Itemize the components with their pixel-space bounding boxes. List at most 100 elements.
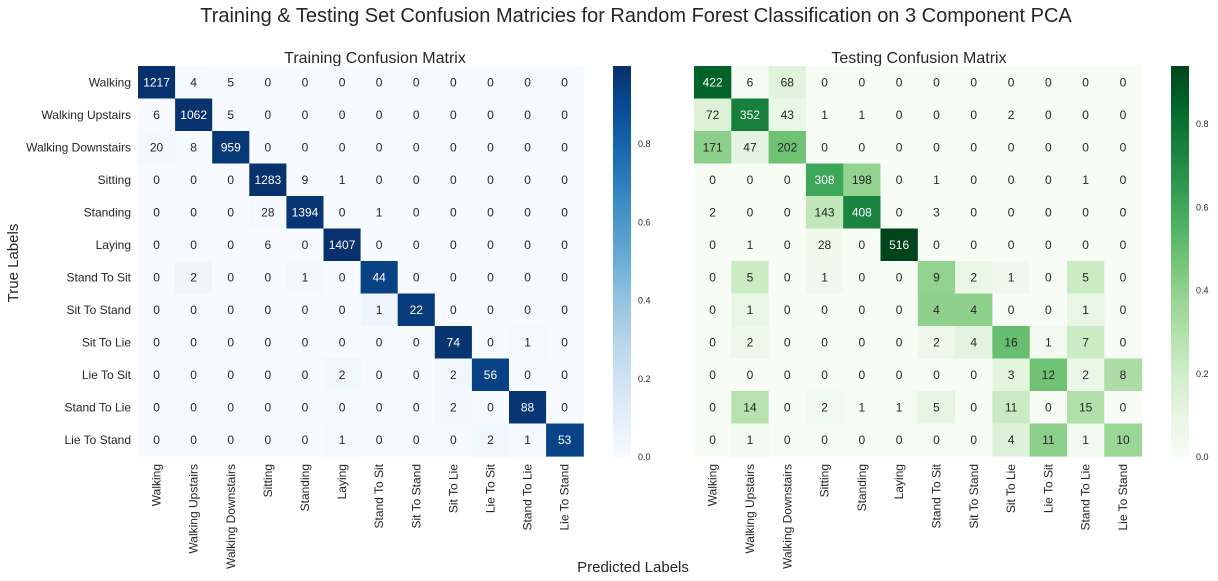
training-cell-value: 0 [376, 368, 383, 382]
testing-cell-value: 0 [933, 433, 940, 447]
testing-cell-value: 1 [859, 400, 866, 414]
training-cell-value: 2 [450, 400, 457, 414]
testing-cell-value: 0 [896, 270, 903, 284]
training-cell-value: 9 [302, 173, 309, 187]
training-cell [546, 131, 584, 165]
training-cell-value: 2 [339, 368, 346, 382]
testing-cell [694, 131, 732, 165]
training-cell-value: 0 [413, 335, 420, 349]
testing-cell [1029, 163, 1068, 197]
testing-cell-value: 0 [1082, 238, 1089, 252]
training-cell [212, 358, 250, 392]
testing-cell [805, 163, 844, 197]
training-cell [471, 196, 510, 230]
training-cell [471, 131, 510, 165]
testing-cell-value: 0 [859, 75, 866, 89]
training-cell-value: 0 [561, 238, 568, 252]
testing-cell-value: 0 [970, 400, 977, 414]
training-cell-value: 1407 [329, 238, 356, 252]
y-tick-label: Walking [89, 75, 131, 89]
training-cell-value: 0 [487, 238, 494, 252]
testing-cell [1104, 358, 1143, 392]
testing-cell-value: 2 [747, 335, 754, 349]
testing-cell-value: 12 [1042, 368, 1056, 382]
training-cell [249, 196, 287, 230]
testing-cell [805, 423, 844, 457]
testing-cell [731, 326, 770, 360]
testing-cell-value: 0 [1120, 108, 1127, 122]
training-cell [175, 228, 213, 262]
training-x-tick-label: Lie To Stand [558, 464, 572, 531]
training-cell [323, 196, 362, 230]
testing-cell [955, 358, 993, 392]
training-cell [138, 326, 176, 360]
training-cell [249, 261, 287, 295]
training-cell-value: 22 [410, 303, 424, 317]
training-cell [360, 391, 399, 425]
testing-cell-value: 308 [815, 173, 835, 187]
testing-cell [768, 261, 807, 295]
testing-cell-value: 0 [970, 173, 977, 187]
y-tick-label: Sitting [98, 173, 131, 187]
testing-cell [843, 358, 882, 392]
testing-cell-value: 0 [1045, 238, 1052, 252]
testing-cell [1104, 196, 1143, 230]
training-cell-value: 0 [190, 238, 197, 252]
training-cell-value: 0 [153, 303, 160, 317]
training-cell [249, 326, 287, 360]
training-cell-value: 0 [376, 75, 383, 89]
testing-cell [992, 261, 1031, 295]
testing-cell-value: 1 [821, 108, 828, 122]
training-cell-value: 0 [302, 238, 309, 252]
testing-cell-value: 0 [859, 303, 866, 317]
training-cell [434, 391, 473, 425]
training-cell-value: 0 [265, 75, 272, 89]
training-cell [212, 228, 250, 262]
training-cell-value: 0 [376, 108, 383, 122]
training-cell [249, 423, 287, 457]
training-cell [175, 66, 213, 100]
testing-cell [731, 196, 770, 230]
training-cell [546, 228, 584, 262]
training-cell-value: 0 [561, 75, 568, 89]
training-cell-value: 0 [339, 270, 346, 284]
testing-cell-value: 0 [1120, 303, 1127, 317]
testing-matrix-title: Testing Confusion Matrix [831, 50, 1006, 67]
training-cell-value: 0 [413, 433, 420, 447]
training-cell-value: 0 [413, 75, 420, 89]
testing-cell [992, 163, 1031, 197]
training-x-tick-label: Walking Upstairs [187, 464, 201, 554]
testing-cell-value: 4 [1008, 433, 1015, 447]
training-cell-value: 0 [413, 205, 420, 219]
testing-cell [917, 391, 956, 425]
testing-cell-value: 0 [1008, 303, 1015, 317]
training-cell-value: 0 [487, 75, 494, 89]
training-cell [471, 66, 510, 100]
training-x-tick-label: Walking Downstairs [224, 464, 238, 569]
testing-cell-value: 2 [933, 335, 940, 349]
training-cell [286, 98, 325, 132]
training-x-tick-label: Sitting [261, 464, 275, 497]
training-cell-value: 0 [227, 173, 234, 187]
training-cell-value: 0 [227, 368, 234, 382]
testing-cell [731, 98, 770, 132]
training-cell [509, 293, 547, 327]
testing-cell [694, 98, 732, 132]
testing-cell [694, 358, 732, 392]
testing-cell-value: 0 [784, 368, 791, 382]
training-cell [212, 66, 250, 100]
training-cell-value: 0 [487, 140, 494, 154]
testing-cell [1104, 326, 1143, 360]
training-cell [323, 261, 362, 295]
testing-cell [880, 293, 919, 327]
figure-title: Training & Testing Set Confusion Matrici… [200, 5, 1072, 27]
testing-cell-value: 1 [747, 303, 754, 317]
training-cell [212, 98, 250, 132]
training-cell-value: 0 [413, 238, 420, 252]
training-cell [249, 391, 287, 425]
training-cell [138, 66, 176, 100]
training-cell-value: 0 [227, 303, 234, 317]
training-cell [397, 228, 436, 262]
training-cell [323, 131, 362, 165]
testing-confusion-matrix-panel: Testing Confusion Matrix 422 6 68 0 0 0 0 0 0 0 0 0… [694, 50, 1209, 569]
